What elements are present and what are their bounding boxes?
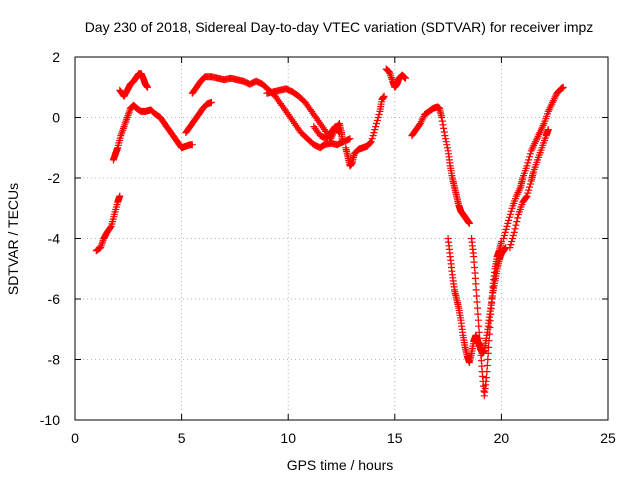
plot-frame xyxy=(74,56,609,421)
data-point-markers xyxy=(109,101,196,164)
y-tick-label: -4 xyxy=(48,231,61,247)
data-point-markers xyxy=(500,83,567,242)
series-track-g xyxy=(310,123,343,143)
data-point-markers xyxy=(188,73,354,152)
x-tick-label: 15 xyxy=(387,430,403,446)
data-point-markers xyxy=(506,126,552,252)
data-point-markers xyxy=(342,92,388,170)
data-point-markers xyxy=(116,70,151,100)
series-track-m xyxy=(500,83,567,242)
y-tick-label: -8 xyxy=(48,352,61,368)
series-track-h xyxy=(342,92,388,170)
x-tick-label: 5 xyxy=(178,430,186,446)
series-track-c xyxy=(116,70,151,100)
series-track-l xyxy=(468,235,505,400)
x-tick-label: 25 xyxy=(600,430,616,446)
data-point-markers xyxy=(182,98,215,137)
y-tick-label: 2 xyxy=(52,49,60,65)
series-track-e xyxy=(188,73,354,152)
data-point-markers xyxy=(468,235,505,400)
y-tick-label: -6 xyxy=(48,291,61,307)
series-track-n xyxy=(506,126,552,252)
chart-title: Day 230 of 2018, Sidereal Day-to-day VTE… xyxy=(85,19,594,35)
series-track-a xyxy=(92,192,124,255)
data-point-markers xyxy=(92,192,124,255)
data-point-markers xyxy=(310,123,343,143)
data-series xyxy=(92,65,567,400)
x-tick-label: 20 xyxy=(494,430,510,446)
x-tick-labels: 0 5 10 15 20 25 xyxy=(71,430,616,446)
x-tick-label: 10 xyxy=(280,430,296,446)
series-track-d xyxy=(182,98,215,137)
y-axis-label: SDTVAR / TECUs xyxy=(5,183,21,295)
series-track-b xyxy=(109,101,196,164)
y-tick-label: 0 xyxy=(52,110,60,126)
data-point-markers xyxy=(382,65,409,91)
series-track-i xyxy=(382,65,409,91)
y-tick-label: -10 xyxy=(40,412,60,428)
y-tick-label: -2 xyxy=(48,170,61,186)
data-point-markers xyxy=(408,103,473,227)
y-tick-labels: -10 -8 -6 -4 -2 0 2 xyxy=(40,49,60,428)
x-axis-label: GPS time / hours xyxy=(287,457,394,473)
x-tick-label: 0 xyxy=(71,430,79,446)
series-track-j xyxy=(408,103,473,227)
